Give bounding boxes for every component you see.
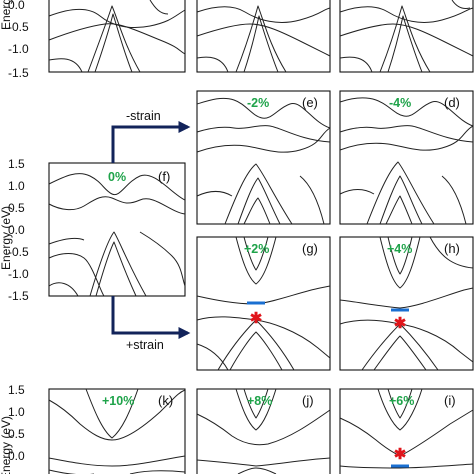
y-tick-1.0: 1.0 xyxy=(8,179,25,193)
panel-letter: (f) xyxy=(158,169,170,184)
panel-letter: (h) xyxy=(444,241,460,256)
panel-letter: (d) xyxy=(444,95,460,110)
plus-strain-label: +strain xyxy=(126,338,164,352)
panel-frame-top-mid xyxy=(196,0,331,73)
y-tick-neg1.0-top: -1.0 xyxy=(8,42,29,56)
y-tick-neg1.0: -1.0 xyxy=(8,267,29,281)
y-tick-0.0: 0.0 xyxy=(8,223,25,237)
panel-frame-f xyxy=(48,162,186,297)
panel-frame-d xyxy=(339,90,474,225)
y-axis-label-bottom: Energy (eV) xyxy=(0,416,13,474)
panel-i: ✱ +6% (i) xyxy=(339,388,474,474)
y-tick-neg0.5-top: -0.5 xyxy=(8,20,29,34)
minus-strain-arrow xyxy=(111,121,191,163)
strain-label: 0% xyxy=(108,170,126,184)
top-row-partial: 0.0 -0.5 -1.0 -1.5 Energy (eV) xyxy=(0,0,474,80)
y-axis-label: Energy (eV) xyxy=(0,206,13,270)
vbm-marker: ✱ xyxy=(394,446,407,463)
y-tick-neg1.5: -1.5 xyxy=(8,289,29,303)
panel-frame-i xyxy=(339,388,474,474)
panel-letter: (g) xyxy=(302,241,318,256)
panel-h: ✱ +4% (h) xyxy=(339,236,474,371)
panel-letter: (j) xyxy=(302,393,314,408)
panel-letter: (e) xyxy=(302,95,318,110)
y-tick-neg1.5-top: -1.5 xyxy=(8,66,29,80)
minus-strain-label: -strain xyxy=(126,109,161,123)
y-tick-0.5: 0.5 xyxy=(8,201,25,215)
y-tick-1.5-bottom: 1.5 xyxy=(8,383,25,397)
strain-label: +8% xyxy=(247,394,272,408)
strain-label: +4% xyxy=(387,242,412,256)
y-tick-1.0-bottom: 1.0 xyxy=(8,405,25,419)
strain-label: +2% xyxy=(244,242,269,256)
vbm-marker: ✱ xyxy=(250,310,263,327)
panel-e: -2% (e) xyxy=(196,90,331,225)
y-axis-label-top: Energy (eV) xyxy=(0,0,13,30)
panel-frame-top-right xyxy=(339,0,474,73)
panel-frame-g xyxy=(196,236,331,371)
plus-strain-arrow xyxy=(111,296,191,339)
panel-g: ✱ +2% (g) xyxy=(196,236,331,371)
panel-letter: (i) xyxy=(444,393,456,408)
panel-frame-k xyxy=(48,388,186,474)
strain-label: +10% xyxy=(102,394,134,408)
panel-k: +10% (k) xyxy=(48,388,186,474)
strain-label: +6% xyxy=(389,394,414,408)
strain-arrows: -strain +strain xyxy=(111,109,191,352)
vbm-marker: ✱ xyxy=(394,315,407,332)
y-tick-1.5: 1.5 xyxy=(8,157,25,171)
y-tick-0.0-top: 0.0 xyxy=(8,0,25,12)
bottom-row: 1.5 1.0 0.5 0.0 Energy (eV) xyxy=(0,383,25,474)
panel-d: -4% (d) xyxy=(339,90,474,225)
strain-label: -4% xyxy=(389,96,411,110)
panel-f: 1.5 1.0 0.5 0.0 -0.5 -1.0 -1.5 Energy (e… xyxy=(0,157,186,303)
panel-frame-e xyxy=(196,90,331,225)
panel-frame-h xyxy=(339,236,474,371)
strain-label: -2% xyxy=(247,96,269,110)
y-tick-neg0.5: -0.5 xyxy=(8,245,29,259)
panel-j: +8% (j) xyxy=(196,388,331,474)
panel-frame-j xyxy=(196,388,331,474)
y-tick-0.5-bottom: 0.5 xyxy=(8,427,25,441)
y-tick-0.0-bottom: 0.0 xyxy=(8,449,25,463)
panel-frame-top-left xyxy=(48,0,186,73)
panel-letter: (k) xyxy=(158,393,173,408)
